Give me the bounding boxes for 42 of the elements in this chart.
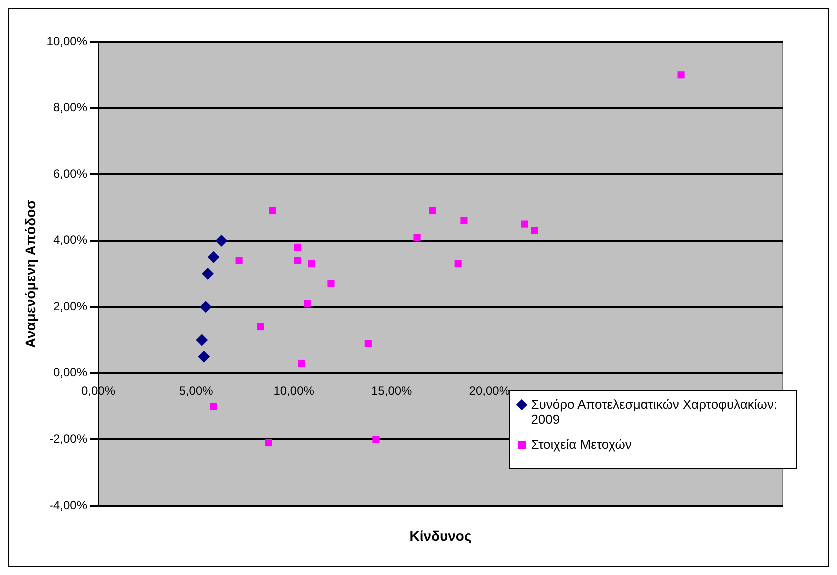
point <box>294 257 302 264</box>
point <box>216 234 228 247</box>
y-tick-label: 6,00% <box>53 166 88 181</box>
point <box>210 403 218 410</box>
legend-label: Στοιχεία Μετοχών <box>531 437 632 452</box>
y-tick-label: 8,00% <box>53 100 88 115</box>
y-tick-label: -4,00% <box>49 498 88 512</box>
point <box>531 227 538 234</box>
point <box>294 244 302 252</box>
point <box>257 323 264 331</box>
point <box>236 257 243 264</box>
point <box>372 436 380 444</box>
y-tick-label: -2,00% <box>49 432 88 446</box>
point <box>454 260 462 268</box>
legend-label: Συνόρο Αποτελεσματικών Χαρτοφυλακίων: 2009 <box>531 397 779 427</box>
point <box>304 300 312 308</box>
y-tick-label: 10,00% <box>46 34 88 48</box>
point <box>198 350 210 363</box>
y-tick-label: 2,00% <box>53 299 88 314</box>
point <box>202 268 214 280</box>
point <box>328 280 335 288</box>
point <box>308 260 316 268</box>
point <box>200 301 212 314</box>
point <box>678 72 685 79</box>
point <box>521 220 528 228</box>
x-axis-title: Κίνδυνος <box>408 528 473 544</box>
y-tick-label: 0,00% <box>53 366 88 380</box>
y-tick-label: 4,00% <box>53 233 88 248</box>
point <box>208 251 220 264</box>
point <box>269 207 276 215</box>
point <box>414 234 421 242</box>
y-axis-title: Αναμενόμενη Απόδοσ <box>22 199 38 348</box>
point <box>460 217 468 225</box>
point <box>364 340 372 348</box>
x-tick-label: 10,00% <box>274 384 315 398</box>
point <box>298 360 306 368</box>
x-tick-label: 15,00% <box>372 384 413 398</box>
point <box>265 439 272 447</box>
x-tick-label: 20,00% <box>469 384 510 398</box>
point <box>429 207 436 215</box>
point <box>196 334 208 346</box>
x-tick-label: 5,00% <box>179 384 214 398</box>
